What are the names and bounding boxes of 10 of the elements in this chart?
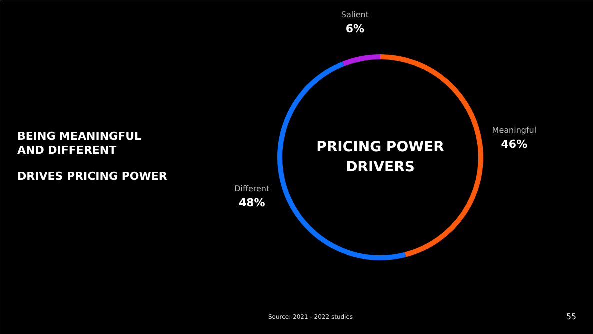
data-label: 6% (346, 22, 365, 36)
text: DRIVES PRICING POWER (18, 170, 168, 183)
data-label: 48% (238, 196, 266, 210)
slice-label: Different (234, 184, 270, 194)
data-label: 46% (501, 138, 528, 152)
text: 55 (566, 312, 577, 322)
slice-label: Salient (341, 10, 369, 20)
slice-label: Meaningful (492, 126, 537, 136)
text: PRICING POWER DRIVERS (316, 140, 445, 176)
text: BEING MEANINGFUL AND DIFFERENT (18, 130, 142, 157)
